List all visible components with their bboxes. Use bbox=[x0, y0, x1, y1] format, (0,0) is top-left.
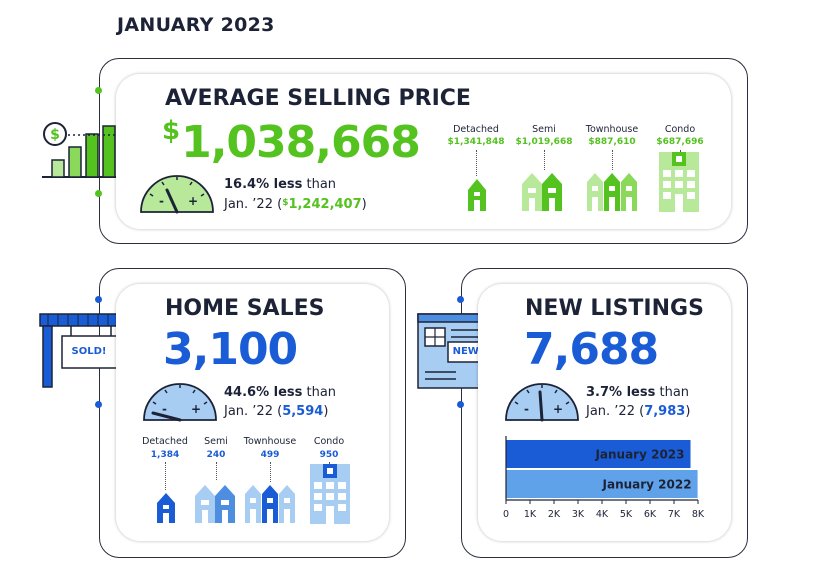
listings-prev-value: 7,983 bbox=[644, 404, 686, 419]
price-type-value-semi: $1,019,668 bbox=[515, 137, 573, 147]
price-type-value-townhouse: $887,610 bbox=[588, 137, 636, 147]
price-prev-currency: $ bbox=[282, 198, 289, 208]
sales-prev-suffix: ) bbox=[323, 404, 329, 419]
sales-prev-value: 5,594 bbox=[282, 404, 324, 419]
price-prev-prefix: Jan. ’22 ( bbox=[224, 197, 283, 212]
listings-bar-chart: January 2023 January 2022 0 1K 2K 3K 4K 5K 6K 7K 8… bbox=[503, 436, 705, 520]
sales-leader-detached bbox=[165, 462, 166, 490]
sold-sign-text: SOLD! bbox=[71, 346, 107, 357]
price-than: than bbox=[302, 177, 337, 192]
price-dot-bottom bbox=[95, 190, 102, 197]
price-pct: 16.4% less bbox=[224, 177, 303, 192]
price-prev-value: 1,242,407 bbox=[288, 197, 362, 212]
bar-label-0: January 2023 bbox=[594, 448, 684, 462]
sales-dot-top bbox=[95, 296, 102, 303]
price-currency: $ bbox=[162, 116, 180, 146]
price-type-value-condo: $687,696 bbox=[656, 137, 704, 147]
listings-than: than bbox=[655, 385, 690, 400]
sales-semi-house-icon bbox=[195, 485, 235, 523]
listings-value: 7,688 bbox=[524, 324, 659, 375]
sales-comparison: 44.6% less than Jan. ’22 (5,594) bbox=[224, 383, 336, 421]
price-prev-suffix: ) bbox=[361, 197, 367, 212]
sales-prev-prefix: Jan. ’22 ( bbox=[224, 404, 283, 419]
sales-leader-townhouse bbox=[270, 462, 271, 482]
sales-type-label-detached: Detached bbox=[142, 436, 188, 447]
price-type-label-townhouse: Townhouse bbox=[585, 124, 639, 135]
x-tick-label-2: 2K bbox=[548, 509, 561, 520]
price-type-label-detached: Detached bbox=[453, 124, 499, 135]
x-tick-label-8: 8K bbox=[692, 509, 705, 520]
sales-townhouse-icon bbox=[245, 485, 295, 523]
price-comparison: 16.4% less than Jan. ’22 ($1,242,407) bbox=[224, 175, 367, 214]
price-value: $1,038,668 bbox=[162, 116, 421, 168]
sales-leader-semi bbox=[216, 462, 217, 480]
price-bar-chart-icon: $ bbox=[42, 122, 126, 178]
price-dot-top bbox=[95, 87, 102, 94]
bar-0 bbox=[506, 440, 691, 468]
new-badge-text: NEW! bbox=[452, 346, 484, 357]
x-tick-label-7: 7K bbox=[668, 509, 681, 520]
svg-text:+: + bbox=[191, 402, 201, 416]
x-tick-label-3: 3K bbox=[572, 509, 585, 520]
sales-type-value-detached: 1,384 bbox=[150, 450, 180, 460]
listings-gauge-icon: - + bbox=[505, 383, 579, 422]
svg-text:-: - bbox=[159, 194, 164, 208]
sold-sign-icon bbox=[39, 313, 125, 388]
gauge-icon: - + bbox=[140, 175, 214, 214]
sales-frame bbox=[99, 268, 406, 558]
price-title: AVERAGE SELLING PRICE bbox=[165, 86, 471, 111]
price-number: 1,038,668 bbox=[181, 117, 421, 168]
price-frame bbox=[99, 58, 748, 244]
listings-frame bbox=[461, 268, 748, 558]
sales-type-value-condo: 950 bbox=[319, 450, 339, 460]
listings-prev-suffix: ) bbox=[685, 404, 691, 419]
sales-than: than bbox=[302, 385, 337, 400]
svg-text:+: + bbox=[188, 194, 198, 208]
detached-house-icon bbox=[468, 179, 486, 211]
sales-type-value-semi: 240 bbox=[206, 450, 226, 460]
price-type-value-detached: $1,341,848 bbox=[447, 137, 505, 147]
svg-text:+: + bbox=[553, 402, 563, 416]
x-tick-label-1: 1K bbox=[524, 509, 537, 520]
townhouse-icon bbox=[587, 173, 637, 211]
sales-type-value-townhouse: 499 bbox=[260, 450, 280, 460]
listings-title: NEW LISTINGS bbox=[525, 296, 704, 321]
semi-house-icon bbox=[522, 173, 562, 211]
month-title: JANUARY 2023 bbox=[117, 14, 275, 36]
listings-pct: 3.7% less bbox=[586, 385, 656, 400]
condo-icon bbox=[659, 152, 699, 212]
bar-1 bbox=[506, 470, 698, 498]
sales-type-label-townhouse: Townhouse bbox=[243, 436, 297, 447]
price-leader-detached bbox=[476, 150, 477, 176]
sales-gauge-icon: - + bbox=[143, 383, 217, 422]
svg-text:-: - bbox=[162, 402, 167, 416]
price-type-label-semi: Semi bbox=[532, 124, 556, 135]
price-leader-semi bbox=[544, 150, 545, 170]
sales-type-label-condo: Condo bbox=[313, 436, 345, 447]
sales-title: HOME SALES bbox=[165, 296, 325, 321]
listings-dot-top bbox=[457, 296, 464, 303]
sales-type-label-semi: Semi bbox=[204, 436, 228, 447]
price-type-label-condo: Condo bbox=[664, 124, 696, 135]
sales-dot-bottom bbox=[95, 401, 102, 408]
listings-prev-prefix: Jan. ’22 ( bbox=[586, 404, 645, 419]
sales-pct: 44.6% less bbox=[224, 385, 303, 400]
sales-value: 3,100 bbox=[163, 324, 298, 375]
bar-label-1: January 2022 bbox=[602, 478, 692, 492]
x-tick-label-4: 4K bbox=[596, 509, 609, 520]
svg-text:$: $ bbox=[50, 127, 60, 143]
svg-text:-: - bbox=[524, 402, 529, 416]
listings-comparison: 3.7% less than Jan. ’22 (7,983) bbox=[586, 383, 690, 421]
x-tick-label-5: 5K bbox=[620, 509, 633, 520]
listings-dot-bottom bbox=[457, 401, 464, 408]
sales-condo-icon bbox=[310, 464, 350, 524]
x-tick-label-6: 6K bbox=[644, 509, 657, 520]
x-tick-label-0: 0 bbox=[503, 509, 509, 520]
price-leader-townhouse bbox=[612, 150, 613, 170]
sales-detached-house-icon bbox=[157, 493, 175, 523]
